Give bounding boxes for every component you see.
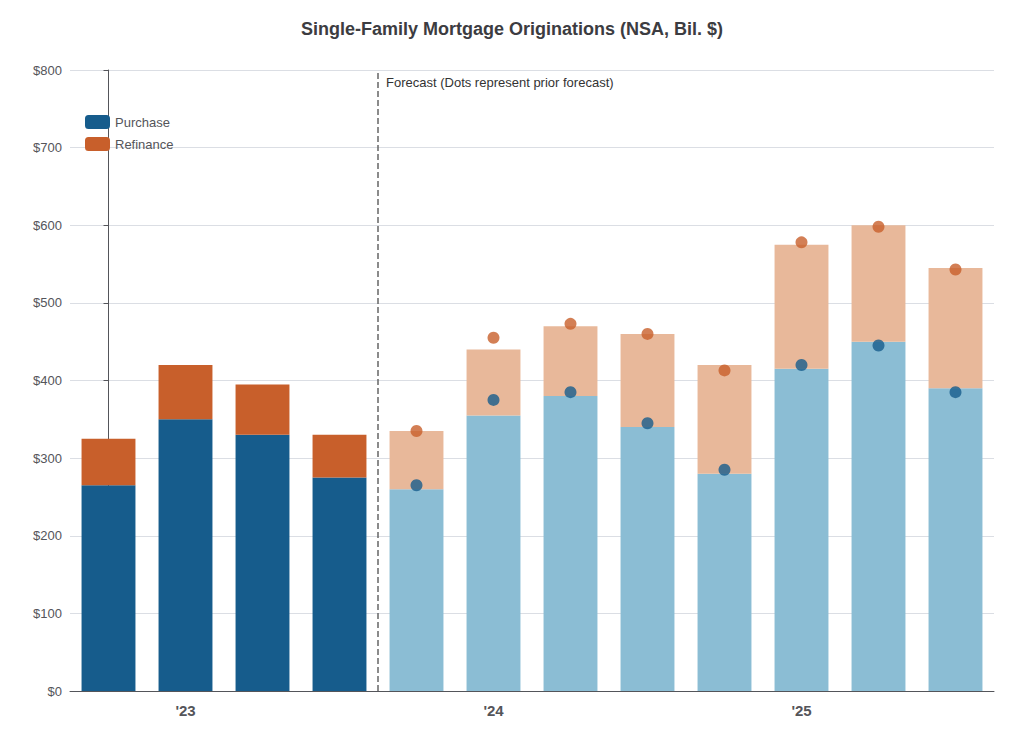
svg-text:$700: $700 xyxy=(33,140,62,155)
svg-text:$200: $200 xyxy=(33,528,62,543)
svg-text:$500: $500 xyxy=(33,295,62,310)
svg-text:$800: $800 xyxy=(33,63,62,78)
svg-text:$600: $600 xyxy=(33,218,62,233)
svg-text:$0: $0 xyxy=(48,684,62,699)
svg-text:'23: '23 xyxy=(175,702,195,719)
svg-text:$300: $300 xyxy=(33,451,62,466)
svg-text:Refinance: Refinance xyxy=(115,137,174,152)
svg-text:Purchase: Purchase xyxy=(115,115,170,130)
svg-text:Single-Family Mortgage Origina: Single-Family Mortgage Originations (NSA… xyxy=(301,19,723,39)
svg-text:'24: '24 xyxy=(483,702,504,719)
svg-text:$400: $400 xyxy=(33,373,62,388)
svg-text:Forecast (Dots represent prior: Forecast (Dots represent prior forecast) xyxy=(386,75,614,90)
svg-text:$100: $100 xyxy=(33,606,62,621)
svg-text:'25: '25 xyxy=(791,702,811,719)
